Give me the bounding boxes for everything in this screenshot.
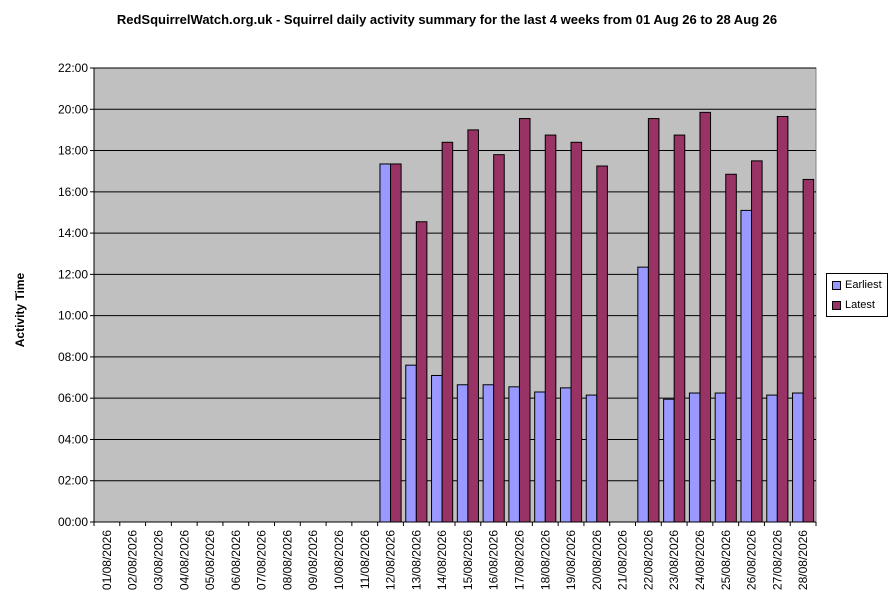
x-tick-label: 20/08/2026: [590, 530, 604, 590]
bar-latest-14: [441, 141, 454, 523]
x-tick-label: 01/08/2026: [100, 530, 114, 590]
legend-swatch-latest: [832, 300, 841, 310]
bar-latest-22: [647, 118, 660, 523]
bar-earliest-25: [714, 392, 727, 523]
x-tick-label: 02/08/2026: [126, 530, 140, 590]
x-tick-label: 19/08/2026: [564, 530, 578, 590]
y-tick-label: 06:00: [58, 391, 88, 405]
bar-earliest-18: [534, 391, 546, 523]
bar-latest-12: [390, 163, 402, 523]
bar-latest-23: [673, 134, 686, 523]
legend-label-latest: Latest: [845, 299, 875, 311]
bar-earliest-19: [559, 387, 572, 523]
y-tick-label: 16:00: [58, 185, 88, 199]
x-tick-label: 18/08/2026: [538, 530, 552, 590]
y-tick-label: 08:00: [58, 350, 88, 364]
x-tick-label: 03/08/2026: [151, 530, 165, 590]
legend-label-earliest: Earliest: [845, 279, 882, 291]
x-tick-label: 25/08/2026: [719, 530, 733, 590]
bar-latest-20: [596, 165, 608, 523]
bar-earliest-20: [585, 394, 598, 523]
y-tick-label: 12:00: [58, 267, 88, 281]
y-tick-label: 22:00: [58, 61, 88, 75]
x-tick-label: 05/08/2026: [203, 530, 217, 590]
x-tick-label: 08/08/2026: [280, 530, 294, 590]
y-tick-label: 04:00: [58, 432, 88, 446]
bar-latest-16: [493, 154, 505, 523]
bar-latest-18: [544, 134, 557, 523]
x-tick-label: 28/08/2026: [796, 530, 810, 590]
bar-earliest-24: [688, 392, 701, 523]
bar-latest-17: [518, 118, 531, 523]
bar-earliest-22: [637, 266, 649, 523]
x-tick-label: 14/08/2026: [435, 530, 449, 590]
x-tick-label: 16/08/2026: [487, 530, 501, 590]
bar-earliest-16: [482, 384, 495, 523]
bar-earliest-28: [792, 392, 804, 523]
x-tick-label: 22/08/2026: [641, 530, 655, 590]
x-tick-label: 07/08/2026: [255, 530, 269, 590]
bar-earliest-27: [766, 394, 778, 523]
bar-latest-26: [751, 160, 763, 523]
x-tick-label: 13/08/2026: [409, 530, 423, 590]
legend: Earliest Latest: [826, 273, 888, 317]
y-tick-label: 18:00: [58, 144, 88, 158]
x-tick-label: 23/08/2026: [667, 530, 681, 590]
x-tick-label: 27/08/2026: [770, 530, 784, 590]
x-tick-label: 12/08/2026: [384, 530, 398, 590]
x-tick-label: 17/08/2026: [512, 530, 526, 590]
bar-earliest-13: [405, 364, 417, 523]
x-tick-label: 10/08/2026: [332, 530, 346, 590]
bar-latest-15: [467, 129, 479, 523]
y-tick-label: 00:00: [58, 515, 88, 529]
y-tick-label: 02:00: [58, 474, 88, 488]
bar-latest-24: [699, 111, 712, 523]
bar-earliest-12: [379, 163, 392, 523]
y-tick-label: 20:00: [58, 102, 88, 116]
x-tick-label: 06/08/2026: [229, 530, 243, 590]
x-tick-label: 15/08/2026: [461, 530, 475, 590]
bar-earliest-14: [431, 374, 443, 523]
x-tick-label: 11/08/2026: [358, 530, 372, 589]
x-tick-label: 26/08/2026: [745, 530, 759, 590]
bar-latest-28: [802, 178, 815, 523]
bar-earliest-15: [456, 384, 469, 523]
bar-earliest-23: [663, 398, 675, 523]
x-tick-label: 24/08/2026: [693, 530, 707, 590]
bar-latest-25: [725, 173, 737, 523]
y-tick-label: 10:00: [58, 309, 88, 323]
y-tick-label: 14:00: [58, 226, 88, 240]
chart-title: RedSquirrelWatch.org.uk - Squirrel daily…: [116, 12, 778, 27]
x-tick-label: 04/08/2026: [177, 530, 191, 590]
bar-earliest-17: [508, 386, 520, 523]
legend-item-latest: Latest: [832, 296, 887, 314]
bar-latest-13: [415, 221, 428, 523]
bar-latest-27: [776, 115, 789, 523]
legend-item-earliest: Earliest: [832, 276, 887, 294]
bar-latest-19: [570, 141, 583, 523]
bar-earliest-26: [740, 209, 753, 523]
x-tick-label: 09/08/2026: [306, 530, 320, 590]
legend-swatch-earliest: [832, 280, 841, 290]
x-tick-label: 21/08/2026: [616, 530, 630, 590]
